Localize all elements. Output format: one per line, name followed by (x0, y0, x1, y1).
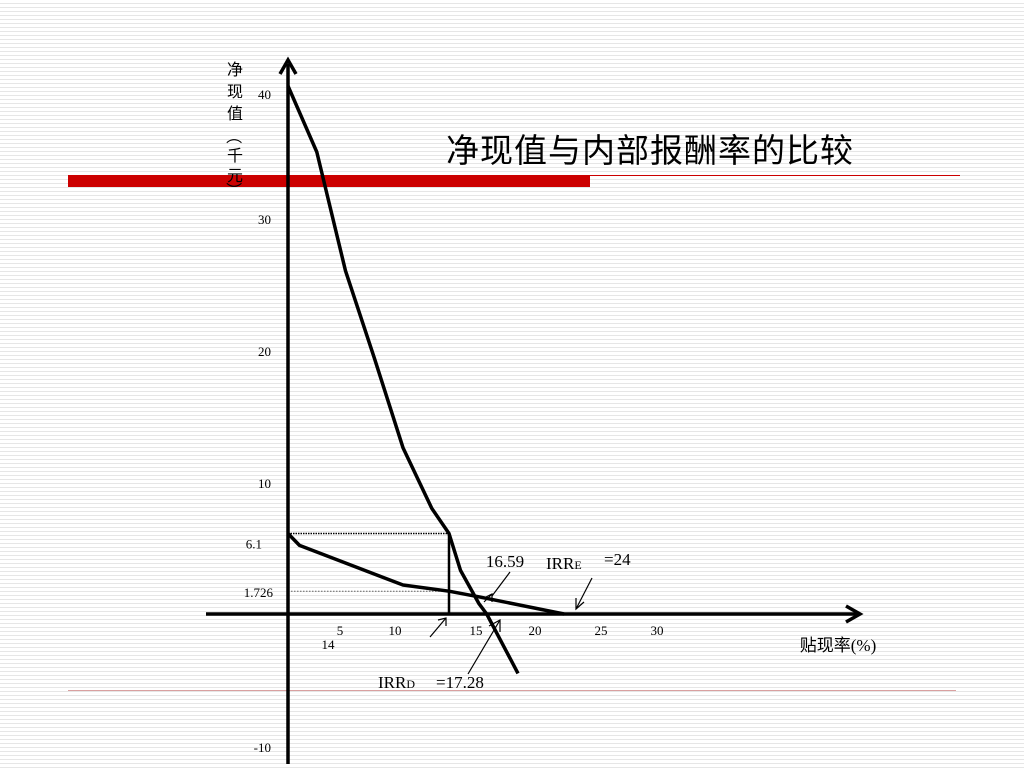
npv-curve-d (286, 85, 520, 675)
y-axis-arrow (278, 56, 298, 75)
title-divider-line (590, 175, 960, 176)
x-tick-label: 20 (529, 623, 542, 638)
x-tick-label: 30 (651, 623, 664, 638)
title-accent-bar (68, 175, 590, 187)
y-axis-title-char: 现 (226, 84, 243, 101)
arrow-irr-e-head (575, 598, 585, 611)
arrow-16-59-line (491, 571, 511, 597)
y-tick-label: -10 (254, 740, 271, 755)
arrow-irr-d-head (488, 618, 501, 632)
footer-divider-line (68, 690, 956, 691)
y-axis-title-char: 千 (226, 148, 243, 165)
annotation-16-59: 16.59 (486, 552, 524, 571)
x-tick-label: 5 (337, 623, 344, 638)
x-tick-label: 15 (470, 623, 483, 638)
annotation-irr-e: IRRE (546, 554, 582, 573)
slide-title: 净现值与内部报酬率的比较 (446, 134, 854, 170)
arrow-irr-d-line (467, 619, 501, 675)
y-axis-title-char: 元 (226, 168, 243, 185)
y-tick-label: 40 (258, 87, 271, 102)
npv-curve-e (286, 532, 565, 616)
y-tick-label: 10 (258, 476, 271, 491)
arrow-16-59-head (483, 593, 493, 603)
annotation-irr-d-value: =17.28 (436, 673, 484, 692)
x-tick-label-14: 14 (322, 637, 336, 652)
y-tick-label-1-726: 1.726 (244, 585, 274, 600)
annotation-irr-d: IRRD (378, 673, 415, 692)
y-tick-label: 20 (258, 344, 271, 359)
arrow-irr-e-line (575, 577, 593, 610)
arrow-14-line (429, 617, 447, 638)
y-axis-title-char: 值 (226, 106, 243, 123)
y-axis-title-char: 净 (226, 62, 243, 79)
y-tick-label: 30 (258, 212, 271, 227)
annotation-irr-e-value: =24 (604, 550, 631, 569)
arrow-14-head (437, 617, 447, 626)
x-axis-arrow (845, 604, 864, 624)
x-tick-label: 25 (595, 623, 608, 638)
x-tick-label: 10 (389, 623, 402, 638)
x-axis-title: 贴现率(%) (800, 636, 876, 655)
y-tick-label-6-1: 6.1 (246, 536, 262, 551)
